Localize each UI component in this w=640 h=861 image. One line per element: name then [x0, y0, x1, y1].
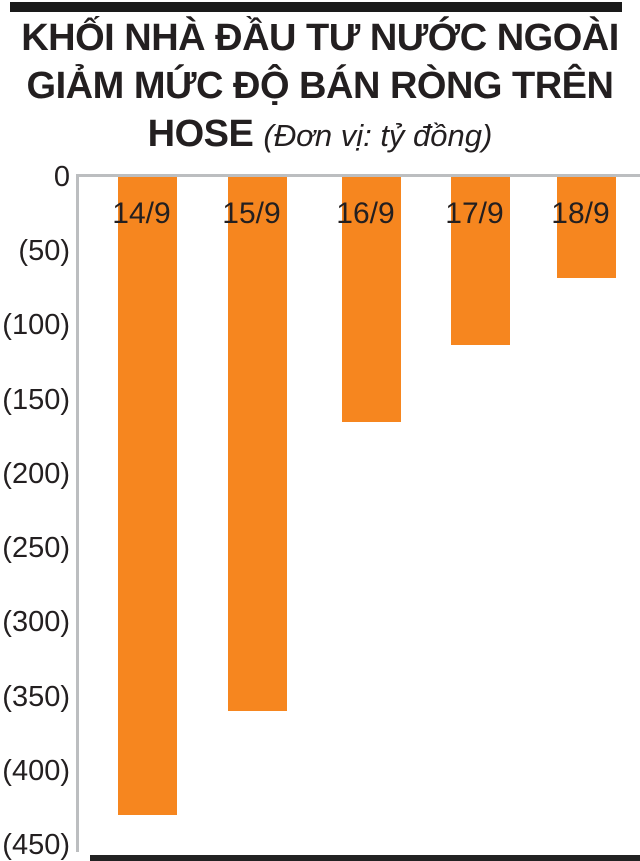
category-label: 16/9	[336, 197, 395, 230]
y-tick-label: (50)	[18, 235, 70, 268]
bar-17-9	[451, 177, 510, 345]
top-rule	[10, 2, 622, 12]
chart-title-line2: GIẢM MỨC ĐỘ BÁN RÒNG TRÊN	[26, 65, 614, 107]
y-axis-line	[76, 174, 79, 852]
y-tick-label: (200)	[2, 457, 70, 490]
bar-16-9	[342, 177, 401, 422]
y-tick-label: 0	[53, 161, 70, 193]
chart-title-line3: HOSE (Đơn vị: tỷ đồng)	[0, 110, 640, 160]
y-tick-label: (250)	[2, 532, 70, 565]
zero-baseline	[76, 174, 640, 177]
bar-15-9	[228, 177, 287, 712]
category-label: 14/9	[112, 197, 171, 230]
chart-title-line1: KHỐI NHÀ ĐẦU TƯ NƯỚC NGOÀI	[21, 17, 619, 59]
category-label: 17/9	[445, 197, 504, 230]
chart-title: KHỐI NHÀ ĐẦU TƯ NƯỚC NGOÀI GIẢM MỨC ĐỘ B…	[0, 14, 640, 160]
category-label: 18/9	[551, 197, 610, 230]
category-label: 15/9	[222, 197, 281, 230]
bar-18-9	[557, 177, 616, 278]
chart-unit-label: (Đơn vị: tỷ đồng)	[263, 118, 493, 153]
y-tick-label: (150)	[2, 383, 70, 416]
bar-14-9	[118, 177, 177, 816]
y-tick-label: (350)	[2, 680, 70, 713]
chart-title-hose: HOSE	[147, 113, 254, 155]
y-tick-label: (400)	[2, 754, 70, 787]
y-tick-label: (450)	[2, 829, 70, 861]
bottom-rule	[90, 855, 640, 861]
y-tick-label: (100)	[2, 309, 70, 342]
y-tick-label: (300)	[2, 606, 70, 639]
